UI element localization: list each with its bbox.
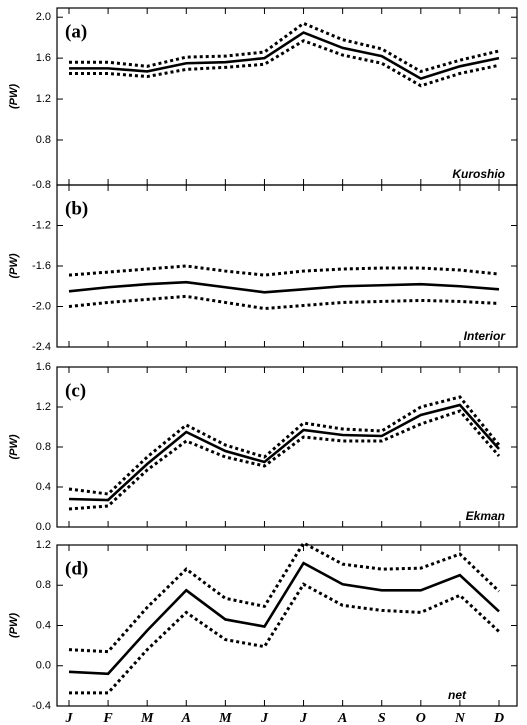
series-line [68,395,501,496]
panel-label: (d) [65,558,88,579]
x-tick-label: S [378,711,386,725]
y-tick-label: 0.4 [36,619,51,631]
series-line [68,403,500,502]
series-line [68,294,500,311]
x-tick-label: O [416,711,426,725]
series-line [68,409,501,511]
series-line [69,39,500,88]
x-tick-label: D [493,711,504,725]
x-tick-label: M [140,711,154,725]
annotation: Kuroshio [452,167,505,181]
panel-label: (a) [65,21,87,42]
series-line [69,31,500,81]
plot-frame [56,366,518,528]
plot-frame [56,184,518,348]
y-tick-label: 0.8 [36,134,51,146]
series-line [69,582,501,695]
y-tick-label: -0.4 [32,700,51,712]
plot-frame [56,7,518,186]
panel-label: (c) [65,380,86,401]
y-axis-label: (PW) [8,84,20,109]
y-tick-label: -1.2 [32,219,51,231]
y-tick-label: -2.4 [32,341,51,353]
x-tick-label: F [102,711,113,725]
y-tick-label: 1.2 [36,401,51,413]
series-line [68,280,500,294]
annotation: net [448,688,467,702]
y-tick-label: 0.0 [36,521,51,533]
y-tick-label: 2.0 [36,11,51,23]
x-tick-label: N [454,711,466,725]
y-tick-label: 0.8 [36,441,51,453]
series-line [68,561,500,676]
x-tick-label: A [181,711,191,725]
y-tick-label: -0.8 [32,179,51,191]
y-tick-label: 1.2 [36,93,51,105]
y-tick-label: 0.8 [36,579,51,591]
y-axis-label: (PW) [8,613,20,638]
y-tick-label: 0.0 [36,660,51,672]
y-tick-label: 0.4 [36,481,51,493]
x-tick-label: A [337,711,347,725]
series-line [68,264,500,277]
x-tick-label: M [218,711,232,725]
y-tick-label: 1.2 [36,539,51,551]
x-tick-label: J [65,711,74,725]
x-tick-label: J [299,711,308,725]
y-tick-label: -2.0 [32,300,51,312]
y-tick-label: 1.6 [36,52,51,64]
series-line [68,540,501,654]
y-tick-label: 1.6 [36,361,51,373]
series-line [69,21,500,74]
y-axis-label: (PW) [8,434,20,459]
annotation: Ekman [466,509,505,523]
plot-frame [56,544,518,707]
y-tick-label: -1.6 [32,260,51,272]
x-tick-label: J [260,711,269,725]
annotation: Interior [464,329,507,343]
y-axis-label: (PW) [8,253,20,278]
panel-label: (b) [65,198,88,219]
